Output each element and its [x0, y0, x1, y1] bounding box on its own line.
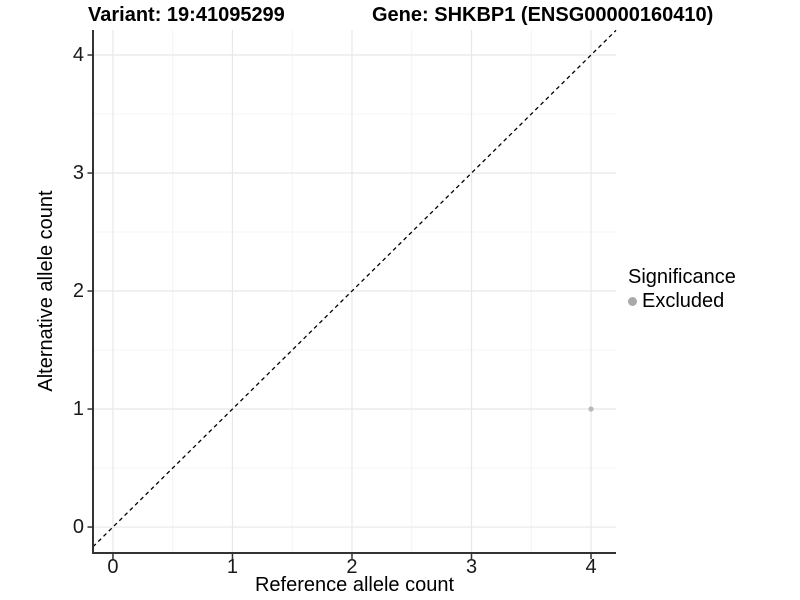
legend-entry-excluded: Excluded: [628, 290, 736, 312]
legend: Significance Excluded: [628, 265, 736, 312]
y-tick-label: 0: [72, 516, 84, 539]
x-tick-label: 1: [226, 556, 239, 578]
y-tick-label: 3: [72, 162, 84, 185]
scatter-plot-panel: [87, 30, 617, 559]
x-tick-label: 4: [585, 556, 597, 578]
x-axis-title: Reference allele count: [254, 574, 454, 596]
y-axis-title: Alternative allele count: [35, 190, 57, 392]
legend-entry-label: Excluded: [642, 290, 725, 312]
variant-title: Variant: 19:41095299: [88, 4, 285, 26]
data-point: [588, 406, 594, 412]
excluded-point-icon: [628, 296, 637, 306]
y-tick-label: 1: [72, 398, 84, 421]
x-tick-label: 2: [346, 556, 358, 578]
x-tick-label: 0: [107, 556, 119, 578]
y-tick-label: 4: [72, 44, 84, 67]
gene-title: Gene: SHKBP1 (ENSG00000160410): [372, 4, 714, 26]
legend-title: Significance: [628, 266, 736, 288]
y-tick-label: 2: [72, 280, 84, 303]
identity-reference-line: [92, 30, 617, 548]
x-tick-label: 3: [465, 556, 478, 578]
